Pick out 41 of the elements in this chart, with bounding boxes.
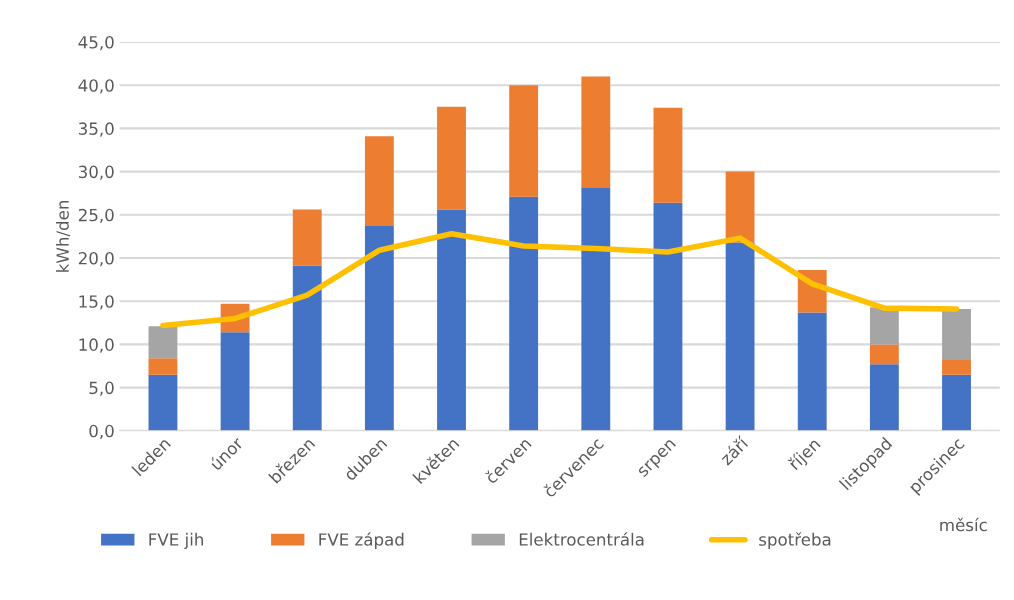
bar bbox=[581, 76, 611, 189]
bar bbox=[364, 226, 394, 431]
bar bbox=[509, 85, 539, 197]
bar bbox=[869, 364, 899, 431]
bar bbox=[653, 107, 683, 203]
y-tick-label: 20,0 bbox=[78, 251, 114, 267]
bar bbox=[869, 307, 899, 345]
bar bbox=[942, 308, 971, 360]
y-tick-label: 25,0 bbox=[78, 208, 114, 224]
bar bbox=[148, 326, 178, 359]
bar bbox=[437, 106, 466, 210]
bar bbox=[437, 209, 466, 431]
y-tick-label: 30,0 bbox=[78, 165, 114, 180]
bar bbox=[653, 202, 683, 431]
bar bbox=[292, 209, 322, 266]
legend-label: spotřeba bbox=[759, 532, 831, 549]
bar bbox=[942, 374, 971, 431]
legend-label: FVE západ bbox=[319, 532, 404, 549]
legend-label: Elektrocentrála bbox=[519, 532, 644, 546]
bar bbox=[797, 312, 827, 431]
y-tick-label: 5,0 bbox=[89, 381, 114, 396]
bar bbox=[148, 374, 178, 431]
y-tick-label: 40,0 bbox=[78, 79, 114, 94]
y-tick-label: 0,0 bbox=[89, 424, 114, 440]
bar bbox=[725, 242, 755, 431]
bar bbox=[509, 196, 539, 431]
bar bbox=[942, 359, 971, 375]
bar bbox=[869, 344, 899, 365]
bar bbox=[581, 188, 611, 431]
bar bbox=[292, 265, 322, 431]
bar bbox=[364, 136, 394, 227]
y-tick-label: 45,0 bbox=[78, 35, 114, 51]
y-axis-title: kWh/den bbox=[56, 200, 71, 272]
bar bbox=[220, 332, 250, 431]
x-axis-title: měsíc bbox=[940, 517, 987, 532]
legend-label: FVE jih bbox=[149, 532, 203, 549]
bar bbox=[148, 358, 178, 375]
y-tick-label: 35,0 bbox=[78, 122, 114, 137]
y-tick-label: 10,0 bbox=[79, 338, 114, 353]
bar bbox=[725, 171, 755, 243]
y-tick-label: 15,0 bbox=[79, 295, 114, 310]
